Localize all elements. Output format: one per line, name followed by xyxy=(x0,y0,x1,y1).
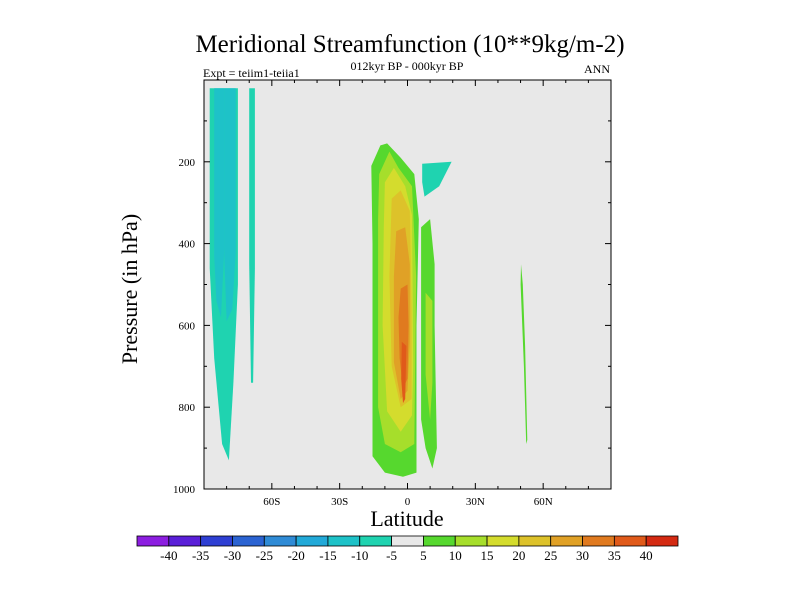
colorbar-label: -5 xyxy=(386,548,397,563)
contour-region-3 xyxy=(249,88,255,383)
colorbar-label: -30 xyxy=(224,548,241,563)
colorbar-label: 15 xyxy=(481,548,494,563)
colorbar-swatch xyxy=(645,535,679,547)
colorbar-label: -35 xyxy=(192,548,209,563)
subtitle-right: ANN xyxy=(584,62,610,76)
contour-regions xyxy=(209,88,528,477)
colorbar-label: 40 xyxy=(640,548,653,563)
x-tick-label: 60N xyxy=(534,496,553,508)
colorbar-label: 10 xyxy=(449,548,462,563)
x-tick-label: 60S xyxy=(263,496,280,508)
colorbar-swatch xyxy=(327,535,361,547)
colorbar-swatch xyxy=(518,535,552,547)
y-axis-label: Pressure (in hPa) xyxy=(117,214,142,364)
contour-region-9 xyxy=(425,292,433,420)
y-tick-label: 600 xyxy=(179,320,196,332)
contour-region-14 xyxy=(401,341,407,404)
colorbar-label: 30 xyxy=(576,548,589,563)
colorbar-swatch xyxy=(613,535,647,547)
colorbar-swatch xyxy=(263,535,297,547)
colorbar-label: -20 xyxy=(287,548,304,563)
x-tick-label: 30N xyxy=(466,496,485,508)
colorbar-swatch xyxy=(454,535,488,547)
colorbar-swatch xyxy=(136,535,170,547)
colorbar-swatch xyxy=(200,535,233,547)
colorbar-swatch xyxy=(391,535,424,547)
y-tick-label: 400 xyxy=(179,239,196,251)
colorbar-swatch xyxy=(359,535,392,547)
y-tick-label: 200 xyxy=(179,157,196,169)
contour-region-13 xyxy=(398,284,409,389)
y-axis: 200 400 600 800 1000 xyxy=(173,79,611,496)
colorbar-swatch xyxy=(295,535,329,547)
colorbar-label: 35 xyxy=(608,548,621,563)
colorbar-label: 20 xyxy=(512,548,525,563)
colorbar-label: -40 xyxy=(160,548,177,563)
contour-region-4 xyxy=(422,161,452,197)
subtitle-center: 012kyr BP - 000kyr BP xyxy=(351,59,464,73)
colorbar-label: -10 xyxy=(351,548,368,563)
x-tick-label: 30S xyxy=(331,496,348,508)
x-axis-label: Latitude xyxy=(370,506,443,531)
colorbar-label: -25 xyxy=(256,548,273,563)
colorbar-label: -15 xyxy=(319,548,336,563)
colorbar-swatch xyxy=(168,535,202,547)
colorbar-swatch xyxy=(423,535,456,547)
colorbar: -40 -35 -30 -25 -20 -15 -10 -5 5 10 15 20 25 30 35 40 xyxy=(136,535,679,563)
subtitle-left: Expt = teiim1-teiia1 xyxy=(203,66,300,80)
x-tick-label: 0 xyxy=(405,496,411,508)
y-tick-label: 800 xyxy=(179,402,196,414)
colorbar-swatch xyxy=(582,535,615,547)
colorbar-label: 25 xyxy=(544,548,557,563)
contour-region-7 xyxy=(520,264,528,444)
y-tick-label: 1000 xyxy=(173,484,196,496)
contour-region-1 xyxy=(214,88,225,318)
colorbar-swatch xyxy=(486,535,520,547)
colorbar-swatch xyxy=(232,535,265,547)
colorbar-label: 5 xyxy=(420,548,427,563)
colorbar-swatch xyxy=(550,535,583,547)
x-axis: 60S 30S 0 30N 60N xyxy=(203,80,612,508)
chart-title: Meridional Streamfunction (10**9kg/m-2) xyxy=(195,31,624,58)
contour-region-2 xyxy=(224,88,236,322)
